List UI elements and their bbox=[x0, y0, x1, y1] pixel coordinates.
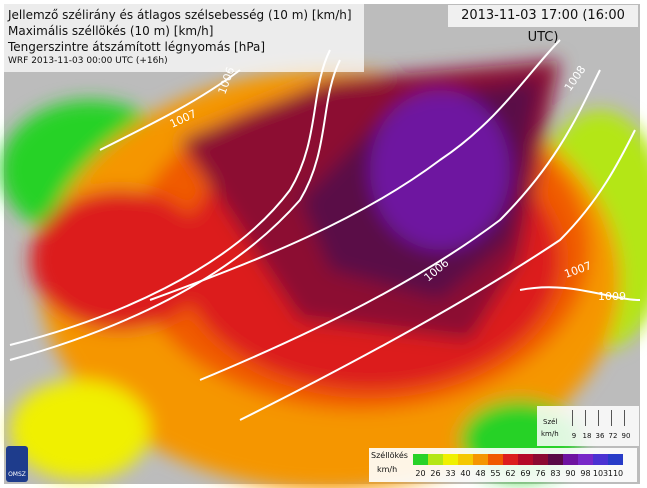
legend-value: 90 bbox=[565, 469, 576, 478]
gust-legend: Széllökés km/h 20 26 33 40 48 55 62 69 76 83 90 98 1… bbox=[369, 448, 637, 482]
color-swatch bbox=[428, 454, 443, 465]
legend-value: 103 bbox=[592, 469, 609, 478]
title-line: Jellemző szélirány és átlagos szélsebess… bbox=[8, 8, 352, 22]
color-swatch bbox=[488, 454, 503, 465]
barb-icon bbox=[624, 410, 625, 426]
legend-value: 18 bbox=[582, 432, 592, 440]
legend-value: 9 bbox=[571, 432, 577, 440]
color-swatch bbox=[503, 454, 518, 465]
title-line: Maximális széllökés (10 m) [km/h] bbox=[8, 24, 214, 38]
gust-legend-title: Széllökés bbox=[371, 451, 408, 460]
legend-value: 69 bbox=[520, 469, 531, 478]
color-swatch bbox=[533, 454, 548, 465]
color-swatch bbox=[443, 454, 458, 465]
title-line: Tengerszintre átszámított légnyomás [hPa… bbox=[8, 40, 266, 54]
legend-value: 90 bbox=[621, 432, 631, 440]
legend-value: 83 bbox=[550, 469, 561, 478]
color-swatch bbox=[473, 454, 488, 465]
legend-value: 40 bbox=[460, 469, 471, 478]
barb-icon bbox=[585, 410, 586, 426]
legend-value: 33 bbox=[445, 469, 456, 478]
barb-icon bbox=[598, 410, 599, 426]
wind-legend-unit: km/h bbox=[541, 430, 559, 438]
color-swatch bbox=[518, 454, 533, 465]
legend-value: 76 bbox=[535, 469, 546, 478]
legend-value: 98 bbox=[580, 469, 591, 478]
color-swatch bbox=[593, 454, 608, 465]
legend-value: 26 bbox=[430, 469, 441, 478]
legend-value: 110 bbox=[607, 469, 624, 478]
barb-icon bbox=[611, 410, 612, 426]
legend-value: 48 bbox=[475, 469, 486, 478]
color-swatch bbox=[563, 454, 578, 465]
header: Jellemző szélirány és átlagos szélsebess… bbox=[4, 4, 364, 72]
legend-value: 62 bbox=[505, 469, 516, 478]
barb-icon bbox=[572, 410, 573, 426]
color-swatch bbox=[413, 454, 428, 465]
color-swatch bbox=[548, 454, 563, 465]
valid-time: 2013-11-03 17:00 (16:00 UTC) bbox=[448, 5, 638, 45]
legend-value: 72 bbox=[608, 432, 618, 440]
legend-value: 20 bbox=[415, 469, 426, 478]
legend-value: 36 bbox=[595, 432, 605, 440]
wind-legend-title: Szél bbox=[543, 418, 558, 426]
wind-legend: Szél km/h 9 18 36 72 90 bbox=[537, 406, 639, 446]
isobars bbox=[9, 39, 641, 421]
model-run: WRF 2013-11-03 00:00 UTC (+16h) bbox=[8, 56, 168, 66]
legend-value: 55 bbox=[490, 469, 501, 478]
logo: OMSZ bbox=[6, 446, 28, 482]
color-swatch bbox=[608, 454, 623, 465]
gust-legend-unit: km/h bbox=[377, 465, 398, 474]
color-swatch bbox=[458, 454, 473, 465]
color-swatch bbox=[578, 454, 593, 465]
isobar-label: 1009 bbox=[598, 290, 626, 303]
